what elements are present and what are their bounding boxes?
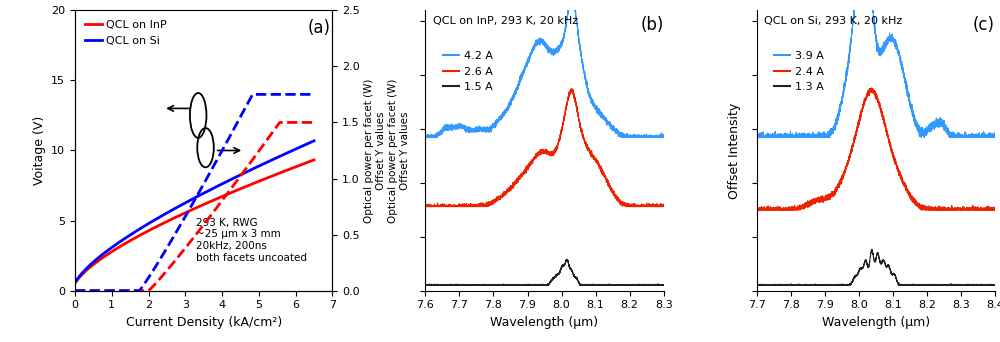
Text: QCL on InP, 293 K, 20 kHz: QCL on InP, 293 K, 20 kHz xyxy=(433,16,578,26)
X-axis label: Wavelength (μm): Wavelength (μm) xyxy=(822,316,930,329)
QCL on InP xyxy=(210,197,222,201)
QCL on Si xyxy=(130,229,142,233)
QCL on InP xyxy=(229,189,241,193)
Y-axis label: Optical power per facet (W)
Offset Y values: Optical power per facet (W) Offset Y val… xyxy=(388,78,410,223)
X-axis label: Wavelength (μm): Wavelength (μm) xyxy=(490,316,599,329)
Line: QCL on InP: QCL on InP xyxy=(75,160,314,283)
QCL on Si xyxy=(177,202,189,206)
QCL on InP xyxy=(130,235,142,239)
Legend: QCL on InP, QCL on Si: QCL on InP, QCL on Si xyxy=(81,16,171,50)
QCL on Si xyxy=(229,176,241,180)
X-axis label: Current Density (kA/cm²): Current Density (kA/cm²) xyxy=(126,316,282,329)
Text: (b): (b) xyxy=(641,16,664,34)
QCL on Si xyxy=(308,139,320,143)
QCL on InP xyxy=(69,281,81,285)
Text: 293 K, RWG
~25 μm x 3 mm
20kHz, 200ns
both facets uncoated: 293 K, RWG ~25 μm x 3 mm 20kHz, 200ns bo… xyxy=(196,218,307,263)
Legend: 3.9 A, 2.4 A, 1.3 A: 3.9 A, 2.4 A, 1.3 A xyxy=(769,47,828,97)
Y-axis label: Offset Intensity: Offset Intensity xyxy=(728,102,741,199)
Text: QCL on Si, 293 K, 20 kHz: QCL on Si, 293 K, 20 kHz xyxy=(764,16,902,26)
QCL on Si xyxy=(69,281,81,285)
Legend: 4.2 A, 2.6 A, 1.5 A: 4.2 A, 2.6 A, 1.5 A xyxy=(438,47,497,97)
QCL on InP xyxy=(249,181,261,185)
Line: QCL on Si: QCL on Si xyxy=(75,141,314,283)
Y-axis label: Optical power per facet (W)
Offset Y values: Optical power per facet (W) Offset Y val… xyxy=(364,78,386,223)
QCL on Si xyxy=(249,166,261,170)
QCL on InP xyxy=(308,158,320,162)
QCL on Si xyxy=(210,185,222,189)
QCL on Si xyxy=(111,241,123,246)
Y-axis label: Voitage (V): Voitage (V) xyxy=(33,116,46,185)
Text: (a): (a) xyxy=(308,19,331,37)
Text: (c): (c) xyxy=(972,16,994,34)
QCL on InP xyxy=(111,246,123,250)
QCL on InP xyxy=(177,212,189,216)
